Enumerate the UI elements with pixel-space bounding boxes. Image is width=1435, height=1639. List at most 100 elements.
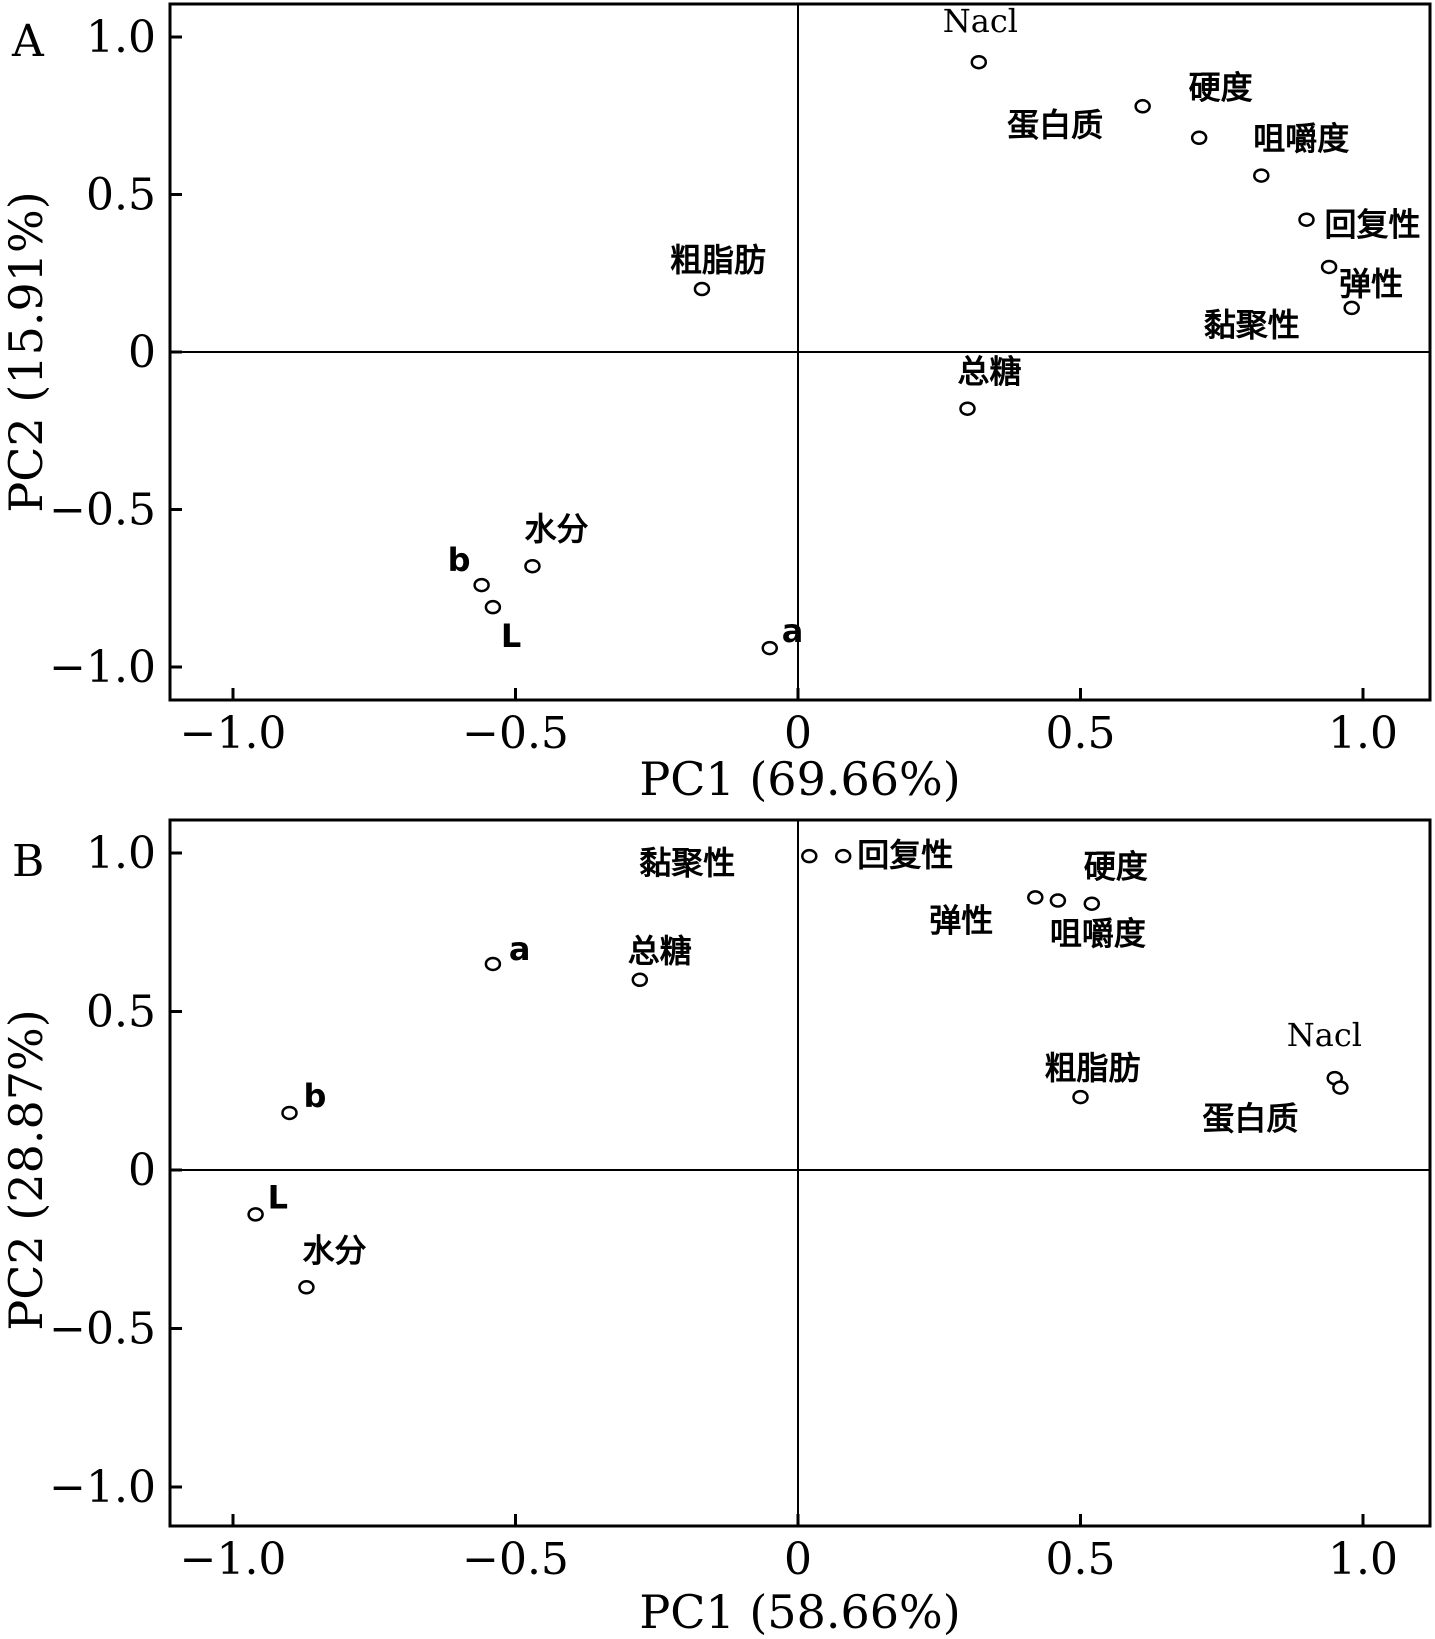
point-label: 回复性 xyxy=(1325,206,1421,244)
data-point: Nacl xyxy=(943,2,1018,70)
data-point: 咀嚼度 xyxy=(1253,120,1349,183)
panel-label: A xyxy=(11,16,45,67)
point-marker xyxy=(801,848,818,864)
panel-a: A PC1 (69.66%) PC2 (15.91%) −1.0 −0.5 0 0.5… xyxy=(0,2,1432,806)
data-point: 粗脂肪 xyxy=(670,241,766,297)
point-label: b xyxy=(448,541,471,579)
data-point: 回复性 xyxy=(1298,206,1421,244)
point-label: 黏聚性 xyxy=(1204,306,1300,344)
data-point: 蛋白质 xyxy=(1202,1080,1349,1138)
data-point: Nacl xyxy=(1287,1016,1362,1086)
point-label: 水分 xyxy=(524,510,588,548)
data-point: 黏聚性 xyxy=(1204,300,1360,344)
data-point: 回复性 xyxy=(834,836,953,874)
point-label: 黏聚性 xyxy=(639,844,735,882)
y-tick-label: −1.0 xyxy=(49,1462,156,1513)
plot-frame xyxy=(168,818,1432,1528)
point-marker xyxy=(761,640,778,656)
data-point: b xyxy=(281,1077,327,1121)
data-point: 咀嚼度 xyxy=(1049,893,1146,953)
y-axis-title: PC2 (15.91%) xyxy=(0,191,53,512)
point-marker xyxy=(1027,890,1044,905)
x-axis-title: PC1 (58.66%) xyxy=(639,1585,960,1639)
x-tick-label: −1.0 xyxy=(180,1534,287,1585)
ticks: −1.0 −0.5 0 0.5 1.0 −1.0 −0.5 0 0.5 1.0 xyxy=(49,820,1430,1585)
point-marker xyxy=(693,281,711,297)
y-tick-label: −0.5 xyxy=(49,485,156,536)
point-label: 粗脂肪 xyxy=(1045,1049,1141,1087)
data-point: a xyxy=(484,930,530,972)
data-point: 粗脂肪 xyxy=(1045,1049,1141,1105)
point-marker xyxy=(524,558,541,574)
point-label: 总糖 xyxy=(958,353,1022,391)
point-marker xyxy=(1332,1080,1349,1095)
point-label: 回复性 xyxy=(857,836,953,874)
data-point: 硬度 xyxy=(1134,68,1253,114)
point-label: 弹性 xyxy=(1339,265,1403,303)
x-tick-label: −0.5 xyxy=(462,1534,569,1585)
point-label: L xyxy=(501,617,521,655)
point-label: 硬度 xyxy=(1084,848,1148,886)
point-marker xyxy=(959,401,976,416)
point-label: 咀嚼度 xyxy=(1253,120,1349,158)
point-marker xyxy=(1190,130,1208,146)
point-marker xyxy=(298,1280,315,1295)
point-label: 水分 xyxy=(302,1231,366,1269)
y-tick-label: 0 xyxy=(128,327,156,378)
x-tick-label: 1.0 xyxy=(1328,708,1398,759)
data-point: 总糖 xyxy=(958,353,1022,416)
point-marker xyxy=(970,54,988,70)
data-point: L xyxy=(247,1178,288,1222)
ticks: −1.0 −0.5 0 0.5 1.0 −1.0 −0.5 0 0.5 1.0 xyxy=(49,4,1430,759)
x-tick-label: −1.0 xyxy=(180,708,287,759)
y-tick-label: 0 xyxy=(128,1145,156,1196)
x-tick-label: −0.5 xyxy=(462,708,569,759)
point-label: 蛋白质 xyxy=(1202,1100,1298,1138)
data-point: 蛋白质 xyxy=(1007,106,1208,146)
x-tick-label: 0 xyxy=(784,1534,812,1585)
point-marker xyxy=(631,972,649,988)
point-marker xyxy=(473,577,490,593)
x-tick-label: 0 xyxy=(784,708,812,759)
data-point: 水分 xyxy=(524,510,588,574)
point-label: 弹性 xyxy=(929,901,993,939)
y-tick-label: 1.0 xyxy=(86,12,156,63)
point-label: 总糖 xyxy=(628,932,692,970)
point-marker xyxy=(1343,300,1360,316)
data-point: L xyxy=(484,599,521,655)
data-point: a xyxy=(761,612,803,656)
point-marker xyxy=(1072,1089,1089,1105)
panel-b: B PC1 (58.66%) PC2 (28.87%) −1.0 −0.5 0 0.5… xyxy=(0,818,1432,1639)
point-marker xyxy=(484,599,502,615)
point-label: Nacl xyxy=(1287,1016,1362,1054)
point-label: 粗脂肪 xyxy=(670,241,766,279)
data-point: 弹性 xyxy=(1320,259,1403,303)
point-label: L xyxy=(268,1178,288,1216)
x-tick-label: 0.5 xyxy=(1046,708,1116,759)
data-point: b xyxy=(448,541,490,593)
point-label: 咀嚼度 xyxy=(1050,915,1146,953)
point-marker xyxy=(247,1207,264,1222)
x-axis-title: PC1 (69.66%) xyxy=(639,752,960,806)
y-tick-label: 0.5 xyxy=(86,987,156,1038)
point-marker xyxy=(1083,896,1101,911)
x-tick-label: 0.5 xyxy=(1046,1534,1116,1585)
x-tick-label: 1.0 xyxy=(1328,1534,1398,1585)
data-point: 总糖 xyxy=(628,932,692,988)
point-label: b xyxy=(304,1077,327,1115)
data-point: 弹性 xyxy=(929,890,1044,939)
data-point: 黏聚性 xyxy=(639,844,818,882)
point-marker xyxy=(281,1105,298,1121)
panel-label: B xyxy=(12,836,44,887)
point-marker xyxy=(1134,99,1151,114)
point-label: Nacl xyxy=(943,2,1018,40)
y-tick-label: −0.5 xyxy=(49,1304,156,1355)
y-tick-label: 1.0 xyxy=(86,828,156,879)
point-marker xyxy=(1298,212,1315,227)
point-marker xyxy=(484,956,502,972)
point-marker xyxy=(834,848,852,864)
y-tick-label: −1.0 xyxy=(49,642,156,693)
y-axis-title: PC2 (28.87%) xyxy=(0,1009,53,1330)
